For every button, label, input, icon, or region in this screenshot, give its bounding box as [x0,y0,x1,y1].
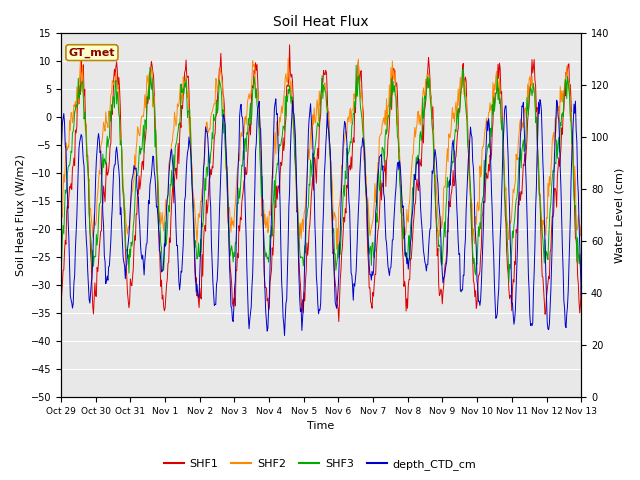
SHF3 [120,191,128,196]
Title: Soil Heat Flux: Soil Heat Flux [273,15,369,29]
X-axis label: Time: Time [307,421,335,432]
SHF2 [67,128,74,133]
Line: SHF1: SHF1 [61,45,581,322]
SHF3 [57,274,65,280]
depth_CTD_cm [272,96,280,102]
SHF1 [401,278,408,284]
SHF3 [400,224,408,229]
SHF1 [57,281,65,287]
SHF2 [577,222,585,228]
SHF1 [173,176,180,182]
SHF2 [386,82,394,88]
SHF3 [67,157,74,163]
SHF2 [57,230,65,236]
SHF3 [200,197,208,203]
Line: depth_CTD_cm: depth_CTD_cm [61,99,581,336]
depth_CTD_cm [57,151,65,157]
depth_CTD_cm [281,333,289,338]
SHF3 [505,279,513,285]
SHF3 [173,139,180,144]
depth_CTD_cm [401,236,408,241]
SHF3 [385,112,392,118]
depth_CTD_cm [386,273,394,278]
SHF1 [285,42,293,48]
SHF2 [333,246,340,252]
SHF3 [577,261,585,267]
Y-axis label: Soil Heat Flux (W/m2): Soil Heat Flux (W/m2) [15,154,25,276]
Y-axis label: Water Level (cm): Water Level (cm) [615,168,625,263]
SHF2 [284,56,292,61]
SHF2 [200,156,208,162]
depth_CTD_cm [577,293,585,299]
SHF1 [386,120,394,125]
SHF3 [353,62,360,68]
SHF1 [335,319,342,324]
Line: SHF3: SHF3 [61,65,581,282]
SHF1 [577,283,585,289]
SHF2 [173,119,180,124]
SHF2 [401,225,408,230]
Text: GT_met: GT_met [68,48,115,58]
Legend: SHF1, SHF2, SHF3, depth_CTD_cm: SHF1, SHF2, SHF3, depth_CTD_cm [159,455,481,474]
SHF1 [120,199,128,204]
SHF2 [120,197,128,203]
depth_CTD_cm [120,259,128,265]
depth_CTD_cm [67,293,74,299]
depth_CTD_cm [173,243,180,249]
depth_CTD_cm [200,159,208,165]
SHF1 [67,185,74,191]
Line: SHF2: SHF2 [61,59,581,249]
SHF1 [200,227,208,232]
